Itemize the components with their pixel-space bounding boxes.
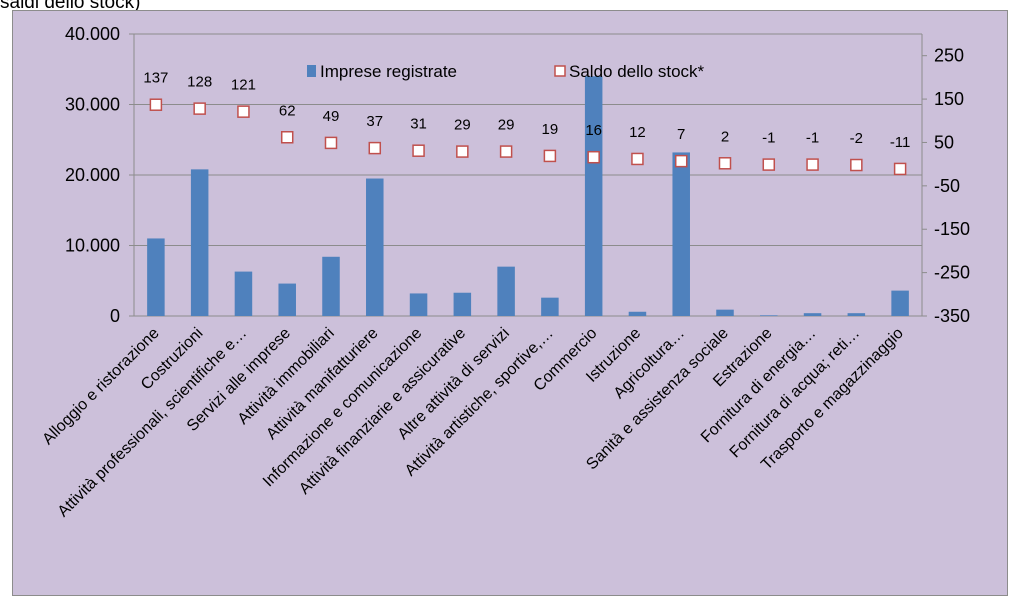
right-axis-tick-label: -150 — [934, 219, 970, 239]
bar — [803, 313, 822, 316]
bar — [716, 309, 734, 316]
data-point-marker — [412, 144, 425, 157]
bar — [891, 290, 909, 316]
chart-caption: saldi dello stock) — [0, 0, 141, 13]
data-point-marker — [193, 102, 206, 115]
data-label: -2 — [850, 130, 863, 147]
chart-area: 0 10.000 20.000 30.000 40.000 -350 -250 -150 -50… — [12, 10, 1008, 596]
data-point-marker — [674, 154, 688, 168]
legend-bar-swatch — [307, 65, 316, 77]
bar — [366, 178, 384, 316]
data-label: 2 — [721, 128, 729, 145]
x-axis-category-label: Attività professionali, scientifiche e… — [55, 325, 251, 521]
legend-label: Imprese registrate — [320, 62, 457, 81]
legend-marker-swatch — [554, 65, 566, 77]
left-axis-tick-label: 0 — [110, 306, 120, 326]
right-axis-tick-label: 250 — [934, 46, 964, 66]
data-label: 62 — [279, 102, 296, 119]
left-axis-tick-label: 10.000 — [65, 236, 120, 256]
data-point-marker — [368, 141, 382, 155]
data-label: 31 — [410, 116, 427, 133]
data-point-marker — [324, 136, 338, 150]
bar — [234, 271, 253, 316]
data-point-marker — [631, 152, 644, 166]
data-label: 16 — [585, 122, 602, 139]
data-point-marker — [280, 131, 294, 144]
data-point-marker — [587, 150, 600, 164]
data-label: 7 — [677, 126, 685, 143]
data-label: 29 — [498, 117, 515, 134]
data-label: -1 — [806, 130, 819, 147]
data-point-marker — [893, 162, 907, 176]
data-point-marker — [543, 149, 557, 163]
combo-chart: 010.00020.00030.00040.000-350-250-150-50… — [39, 24, 970, 521]
data-point-marker — [806, 158, 819, 171]
data-point-marker — [499, 145, 513, 158]
bar — [584, 76, 603, 316]
data-label: 29 — [454, 117, 471, 134]
data-label: 37 — [366, 113, 383, 130]
bar — [190, 169, 209, 316]
bar — [147, 238, 165, 316]
right-axis-tick-label: -250 — [934, 263, 970, 283]
bar — [760, 315, 778, 316]
bar — [628, 311, 647, 316]
data-point-marker — [237, 105, 250, 118]
bar — [453, 292, 472, 316]
data-point-marker — [718, 157, 732, 170]
data-point-marker — [149, 98, 163, 111]
bar — [672, 152, 690, 316]
x-axis-category-label: Informazione e comunicazione — [260, 325, 426, 491]
right-axis-tick-label: -350 — [934, 306, 970, 326]
right-axis-tick-label: 50 — [934, 132, 954, 152]
data-label: -1 — [762, 130, 775, 147]
bar — [847, 313, 866, 316]
bar — [409, 293, 428, 316]
bar — [278, 283, 296, 316]
left-axis-tick-label: 20.000 — [65, 165, 120, 185]
data-label: 12 — [629, 124, 646, 141]
bar — [497, 266, 515, 316]
data-point-marker — [456, 145, 469, 158]
legend-label: Saldo dello stock* — [569, 62, 705, 81]
data-label: -11 — [890, 134, 911, 151]
right-axis-tick-label: -50 — [934, 176, 960, 196]
left-axis-tick-label: 30.000 — [65, 95, 120, 115]
bar — [322, 256, 340, 316]
data-point-marker — [762, 158, 776, 171]
data-label: 137 — [143, 70, 168, 87]
data-point-marker — [850, 158, 863, 172]
right-axis-tick-label: 150 — [934, 89, 964, 109]
data-label: 19 — [542, 121, 559, 138]
bar — [541, 297, 559, 316]
data-label: 121 — [231, 77, 256, 94]
data-label: 49 — [323, 108, 340, 125]
left-axis-tick-label: 40.000 — [65, 24, 120, 44]
data-label: 128 — [187, 74, 212, 91]
